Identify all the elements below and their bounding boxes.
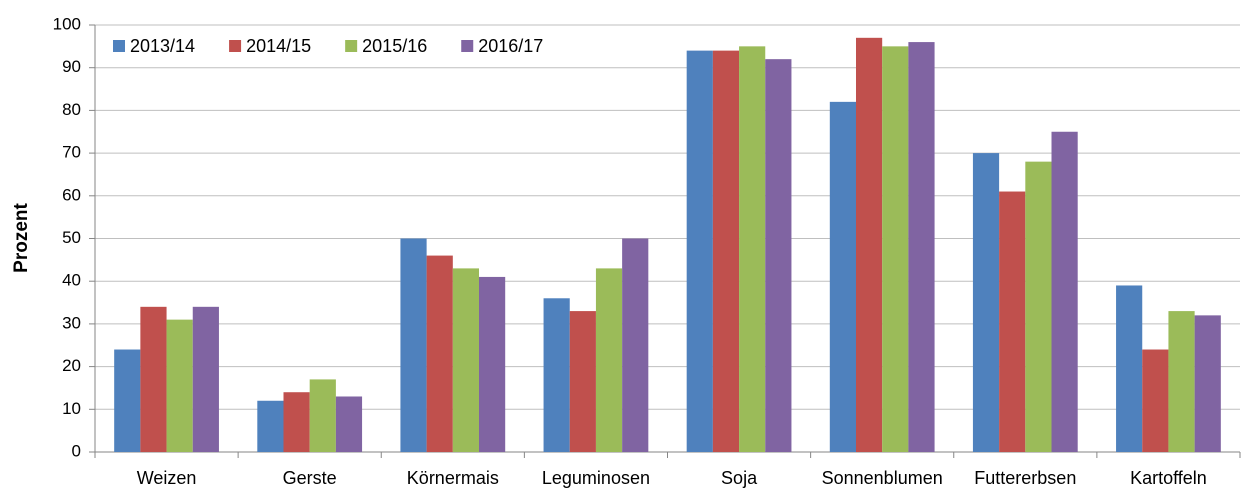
bar	[166, 319, 193, 452]
bar	[972, 153, 1000, 452]
x-tick-label: Kartoffeln	[1130, 468, 1207, 488]
x-tick-label: Weizen	[137, 468, 197, 488]
bar	[622, 238, 649, 452]
bar	[1116, 285, 1143, 452]
bar	[569, 311, 596, 452]
bar	[479, 276, 506, 452]
x-tick-label: Gerste	[283, 468, 337, 488]
y-tick-label: 50	[62, 228, 81, 247]
legend-label: 2016/17	[478, 36, 543, 56]
legend-label: 2015/16	[362, 36, 427, 56]
legend-label: 2014/15	[246, 36, 311, 56]
legend-swatch	[461, 40, 474, 52]
bar	[1142, 349, 1169, 452]
bar	[1051, 131, 1078, 452]
bar	[1168, 311, 1195, 452]
bar	[712, 50, 740, 453]
bar	[882, 46, 909, 452]
x-tick-label: Leguminosen	[542, 468, 650, 488]
bar	[452, 268, 480, 452]
bar	[114, 349, 141, 452]
y-tick-label: 20	[62, 356, 81, 375]
y-tick-label: 10	[62, 399, 81, 418]
bar	[829, 101, 856, 453]
x-tick-label: Futtererbsen	[974, 468, 1076, 488]
bar	[543, 298, 570, 452]
bar	[739, 46, 766, 452]
y-tick-label: 0	[72, 441, 81, 460]
bar	[257, 400, 284, 452]
legend-swatch	[229, 40, 242, 52]
y-tick-label: 60	[62, 185, 81, 204]
y-tick-label: 30	[62, 313, 81, 332]
legend-label: 2013/14	[130, 36, 195, 56]
y-tick-label: 70	[62, 143, 81, 162]
y-tick-label: 100	[53, 14, 81, 33]
y-tick-label: 40	[62, 271, 81, 290]
bar	[686, 50, 713, 453]
bar	[855, 37, 883, 453]
bar	[335, 396, 363, 452]
y-tick-label: 90	[62, 57, 81, 76]
bar	[426, 255, 453, 452]
bar	[140, 306, 167, 452]
x-tick-label: Körnermais	[407, 468, 499, 488]
x-tick-label: Soja	[721, 468, 758, 488]
bar	[400, 238, 427, 452]
y-tick-label: 80	[62, 100, 81, 119]
legend-swatch	[345, 40, 358, 52]
bar	[999, 191, 1026, 452]
bar	[192, 306, 219, 452]
bar	[1025, 161, 1052, 452]
bar	[283, 392, 310, 452]
bar	[908, 42, 935, 452]
bar	[309, 379, 336, 452]
bar	[1194, 315, 1221, 452]
bar	[765, 59, 792, 452]
x-tick-label: Sonnenblumen	[822, 468, 943, 488]
y-axis-label: Prozent	[11, 202, 32, 272]
bar	[595, 268, 623, 452]
legend-swatch	[113, 40, 125, 52]
